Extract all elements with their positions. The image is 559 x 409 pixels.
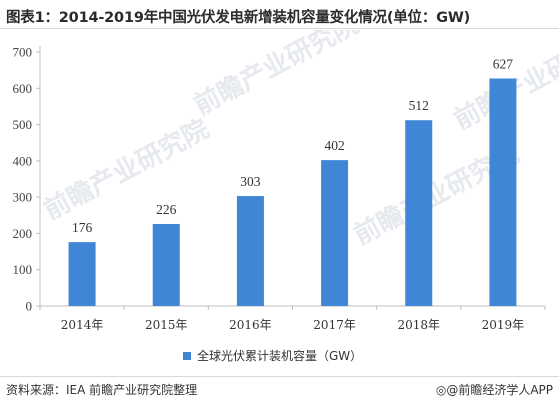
x-tick-label: 2016年 (229, 318, 272, 332)
bar (236, 196, 264, 306)
title-divider (0, 28, 559, 29)
brand-text: @前瞻经济学人APP (446, 383, 553, 397)
legend-swatch (183, 351, 191, 360)
bar (152, 223, 180, 306)
data-label: 176 (72, 220, 93, 235)
legend: 全球光伏累计装机容量（GW） (183, 347, 362, 364)
watermark-text: 前瞻产业研究院 (39, 113, 214, 226)
watermark-text: 前瞻产业研究院 (189, 30, 364, 121)
y-tick-label: 300 (13, 190, 33, 205)
y-tick-label: 100 (13, 262, 33, 277)
legend-label: 全球光伏累计装机容量（GW） (197, 349, 363, 363)
footer-divider (0, 376, 559, 377)
brand-credit: ◎@前瞻经济学人APP (436, 381, 553, 398)
bar (405, 120, 433, 307)
x-tick-label: 2015年 (145, 318, 188, 332)
x-tick-label: 2014年 (61, 318, 104, 332)
bar (489, 78, 517, 306)
bar (321, 160, 349, 306)
y-tick-label: 700 (13, 45, 33, 60)
watermark-layer: 前瞻产业研究院前瞻产业研究院前瞻产业研究院前瞻产业研究院 (39, 30, 559, 251)
y-tick-label: 500 (13, 117, 33, 132)
brand-logo-icon: ◎ (435, 383, 447, 397)
source-note: 资料来源：IEA 前瞻产业研究院整理 (6, 383, 198, 397)
data-label: 402 (324, 138, 344, 153)
y-tick-label: 0 (26, 299, 33, 314)
data-label: 627 (493, 56, 514, 71)
y-tick-label: 400 (13, 153, 33, 168)
y-tick-label: 200 (13, 226, 33, 241)
bar-chart: 前瞻产业研究院前瞻产业研究院前瞻产业研究院前瞻产业研究院 0 100 200 300 4… (13, 30, 559, 332)
chart-title: 图表1：2014-2019年中国光伏发电新增装机容量变化情况(单位：GW) (6, 10, 471, 26)
y-tick-label: 600 (13, 81, 33, 96)
labels-layer: 176 2014年 226 2015年 303 2016年 402 2017年 512 2018年… (61, 56, 524, 332)
x-tick-label: 2017年 (313, 318, 356, 332)
bars-layer (68, 78, 517, 307)
bar (68, 242, 96, 306)
x-tick-label: 2018年 (397, 318, 440, 332)
data-label: 226 (156, 202, 177, 217)
data-label: 303 (240, 174, 261, 189)
axis-layer: 0 100 200 300 400 500 600 700 (13, 45, 546, 314)
data-label: 512 (409, 98, 429, 113)
x-tick-label: 2019年 (482, 318, 525, 332)
